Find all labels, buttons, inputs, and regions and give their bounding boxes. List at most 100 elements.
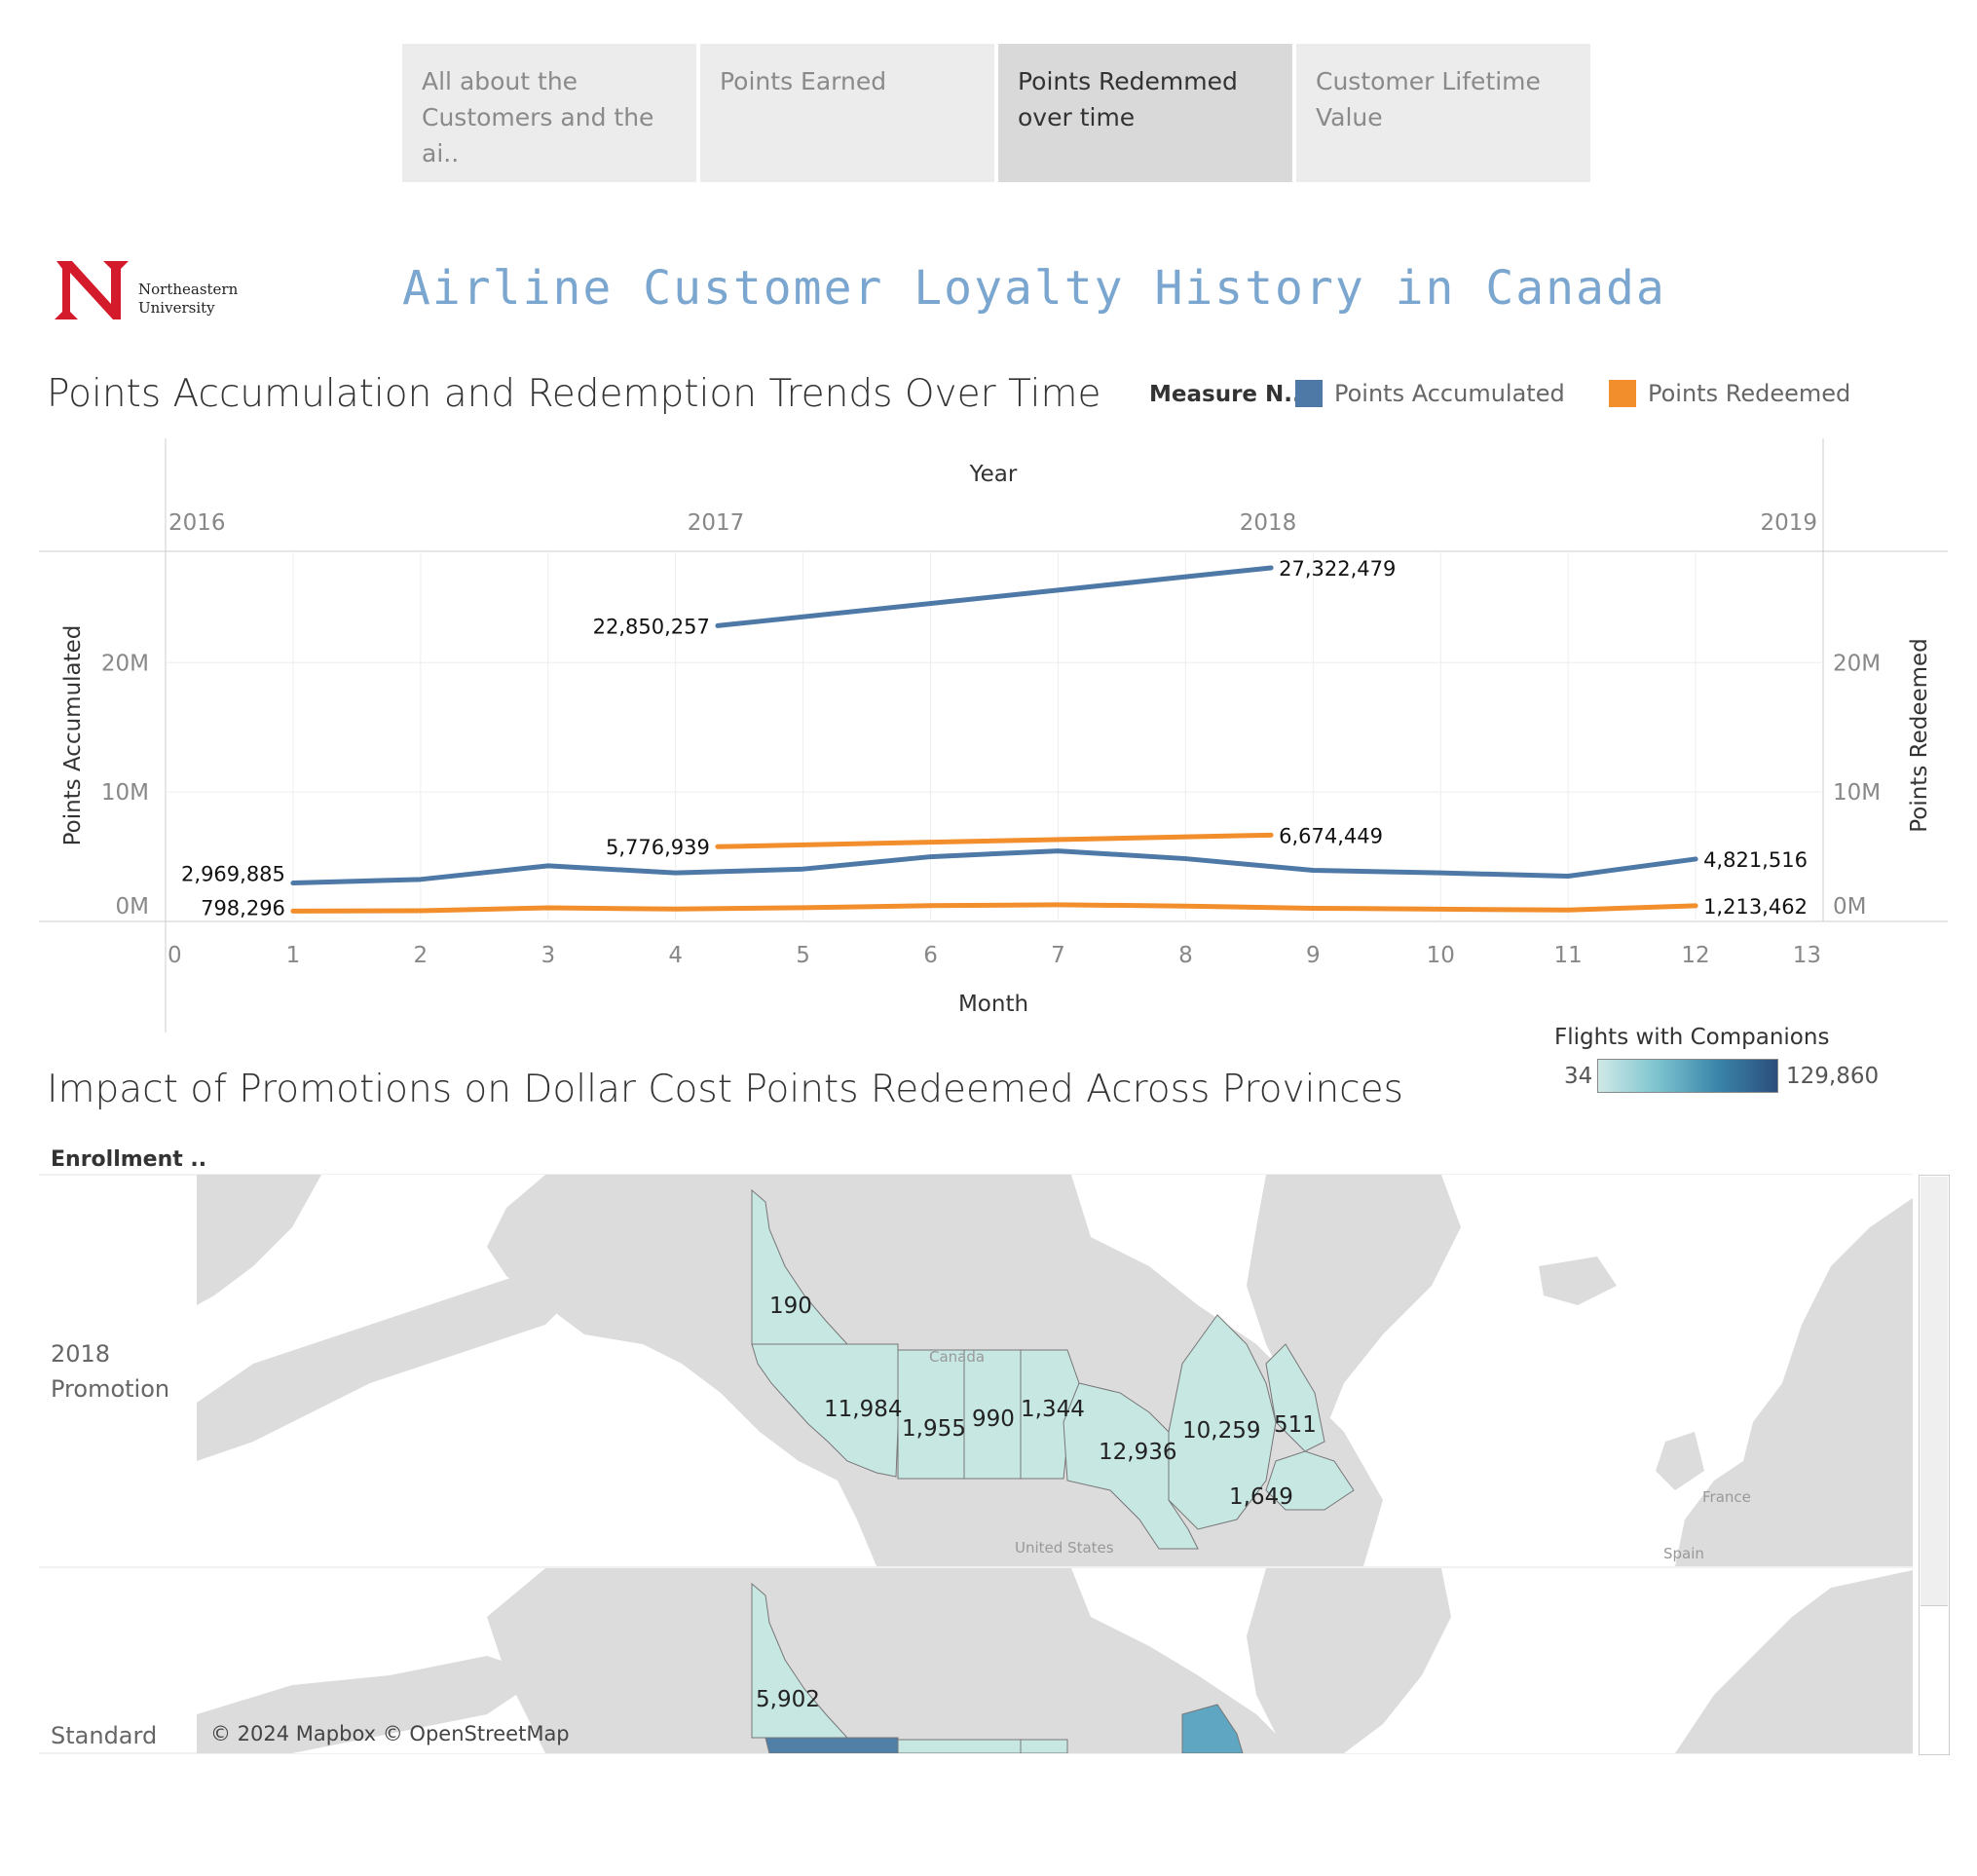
series-point[interactable]: [290, 909, 295, 914]
series-point[interactable]: [545, 863, 550, 868]
series-line-redeemed[interactable]: [290, 902, 1698, 914]
series-point[interactable]: [1056, 848, 1061, 853]
legend-swatch-redeemed: [1609, 380, 1636, 407]
y-tick-label-right: 10M: [1833, 780, 1881, 806]
series-point[interactable]: [801, 867, 805, 872]
series-point[interactable]: [1694, 903, 1698, 908]
province-value-label[interactable]: 12,936: [1099, 1440, 1177, 1465]
legend-item-accumulated[interactable]: Points Accumulated: [1295, 380, 1565, 407]
x-tick-label: 1: [286, 943, 301, 968]
x-tick-label: 6: [923, 943, 938, 968]
color-legend-max: 129,860: [1786, 1064, 1880, 1089]
series-point[interactable]: [928, 854, 933, 859]
x-tick-label: 9: [1306, 943, 1321, 968]
province-value-label[interactable]: 1,649: [1229, 1484, 1293, 1510]
series-point[interactable]: [418, 877, 423, 882]
province-value-label[interactable]: 5,902: [756, 1687, 820, 1712]
series-point[interactable]: [1566, 874, 1571, 879]
map-place-label: Spain: [1663, 1545, 1704, 1562]
data-label: 2,969,885: [181, 863, 285, 886]
legend-title: Measure N..: [1149, 382, 1301, 407]
data-label: 798,296: [201, 896, 285, 919]
series-point[interactable]: [1566, 908, 1571, 913]
chart1-title: Points Accumulation and Redemption Trend…: [47, 372, 1101, 416]
row-label-standard-name: Standard: [51, 1722, 158, 1749]
y-tick-label-right: 0M: [1833, 894, 1866, 919]
series-point[interactable]: [1311, 906, 1316, 911]
series-point[interactable]: [290, 881, 295, 885]
series-line-accumulated[interactable]: [290, 848, 1698, 886]
x-tick-label: 8: [1178, 943, 1193, 968]
year-tick-label: 2018: [1240, 510, 1297, 536]
x-tick-label: 4: [668, 943, 683, 968]
series-point[interactable]: [545, 906, 550, 911]
data-label: 22,850,257: [593, 615, 710, 638]
year-tick-label: 2016: [168, 510, 226, 536]
series-line-accumulated[interactable]: [715, 565, 1274, 628]
series-point[interactable]: [673, 907, 678, 912]
series-point[interactable]: [715, 623, 720, 628]
x-tick-label: 5: [796, 943, 810, 968]
province-value-label[interactable]: 10,259: [1182, 1418, 1261, 1444]
logo-line2: University: [138, 299, 215, 317]
x-tick-label: 2: [414, 943, 429, 968]
series-point[interactable]: [673, 871, 678, 876]
legend-label-accumulated: Points Accumulated: [1334, 380, 1565, 407]
northeastern-logo: Northeastern University: [55, 255, 249, 323]
x-axis-title: Month: [958, 992, 1028, 1017]
province-value-label[interactable]: 11,984: [824, 1397, 903, 1422]
data-label: 6,674,449: [1279, 824, 1383, 847]
row-header-enrollment: Enrollment ..: [51, 1147, 207, 1172]
x-tick-label: 3: [541, 943, 555, 968]
dashboard-tabs: All about the Customers and the ai.. Poi…: [402, 44, 1590, 182]
series-point[interactable]: [715, 844, 720, 849]
tab-points-redeemed[interactable]: Points Redemmed over time: [998, 44, 1292, 182]
series-point[interactable]: [928, 903, 933, 908]
row-label-standard: Standard: [51, 1718, 157, 1753]
color-legend-gradient: [1597, 1059, 1778, 1093]
series-point[interactable]: [1438, 907, 1443, 912]
series-point[interactable]: [1183, 856, 1188, 861]
x-tick-label: 11: [1554, 943, 1583, 968]
x-tick-label: 0: [168, 943, 182, 968]
map-place-label: Canada: [929, 1348, 986, 1366]
province-value-label[interactable]: 511: [1274, 1412, 1317, 1438]
series-point[interactable]: [1056, 902, 1061, 907]
data-label: 5,776,939: [606, 836, 710, 859]
series-point[interactable]: [1269, 833, 1274, 838]
map-attribution[interactable]: © 2024 Mapbox © OpenStreetMap: [210, 1722, 570, 1745]
tab-points-earned[interactable]: Points Earned: [700, 44, 994, 182]
year-tick-label: 2017: [688, 510, 745, 536]
province-value-label[interactable]: 1,955: [902, 1416, 966, 1442]
series-point[interactable]: [1183, 904, 1188, 909]
series-point[interactable]: [801, 905, 805, 910]
y-tick-label-left: 0M: [116, 894, 149, 919]
tab-customer-lifetime-value[interactable]: Customer Lifetime Value: [1296, 44, 1590, 182]
province-value-label[interactable]: 190: [769, 1294, 812, 1319]
series-point[interactable]: [1311, 868, 1316, 873]
series-line-redeemed[interactable]: [715, 832, 1274, 849]
series-point[interactable]: [418, 908, 423, 913]
logo-text: Northeastern University: [138, 281, 238, 318]
map-panel-promotion[interactable]: [197, 1175, 1913, 1566]
x-tick-label: 13: [1793, 943, 1821, 968]
series-point[interactable]: [1438, 871, 1443, 876]
map-scrollbar-thumb[interactable]: [1921, 1177, 1948, 1606]
page-title: Airline Customer Loyalty History in Cana…: [402, 261, 1666, 316]
top-axis-title: Year: [969, 462, 1018, 487]
legend-swatch-accumulated: [1295, 380, 1323, 407]
series-point[interactable]: [1269, 565, 1274, 570]
row-label-promotion: 2018 Promotion: [51, 1336, 169, 1407]
province-value-label[interactable]: 990: [972, 1407, 1015, 1432]
chart2-title: Impact of Promotions on Dollar Cost Poin…: [47, 1068, 1403, 1111]
province-value-label[interactable]: 1,344: [1021, 1397, 1085, 1422]
tab-customers[interactable]: All about the Customers and the ai..: [402, 44, 696, 182]
logo-mark-icon: [55, 261, 129, 319]
y-tick-label-left: 10M: [101, 780, 149, 806]
series-point[interactable]: [1694, 856, 1698, 861]
row-label-promotion-year: 2018: [51, 1340, 111, 1368]
y-axis-title-right: Points Redeemed: [1907, 638, 1932, 833]
map-scrollbar[interactable]: [1919, 1175, 1950, 1755]
legend-item-redeemed[interactable]: Points Redeemed: [1609, 380, 1850, 407]
